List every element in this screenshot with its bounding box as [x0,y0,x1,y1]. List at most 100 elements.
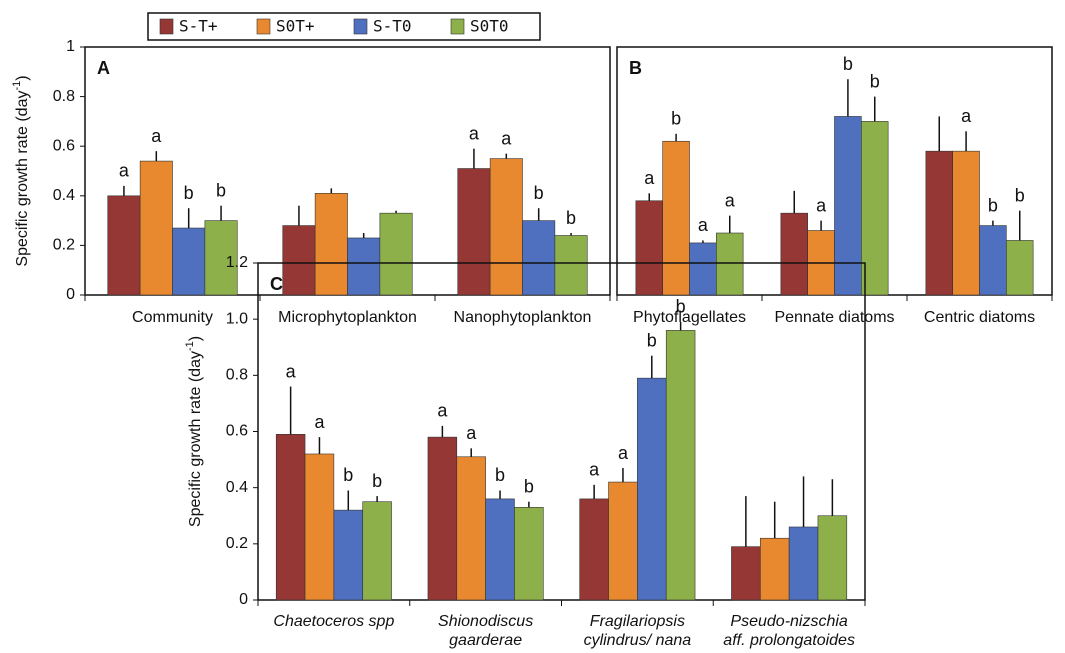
bar [333,509,364,601]
x-tick-label: Microphytoplankton [278,309,417,326]
y-axis-label-part: Specific growth rate (day [14,91,31,267]
x-tick-label: Community [132,309,213,326]
bar [347,237,381,296]
bar [817,515,848,601]
y-axis-label-part: ) [187,336,204,341]
significance-label: a [466,423,477,443]
y-tick-label: 0 [66,286,75,303]
y-tick-label: 0.2 [226,535,248,552]
x-tick-label: Pseudo-nizschia [730,613,848,630]
y-tick-label: 0.6 [226,423,248,440]
y-tick-label: 0.8 [226,367,248,384]
bar [139,160,173,296]
panel-label: C [270,274,283,294]
bar [304,453,335,601]
x-tick-label: Nanophytoplankton [454,309,592,326]
bar [1006,240,1034,296]
bar [282,225,316,296]
significance-label: a [437,401,448,421]
panel-label: B [629,58,642,78]
significance-label: b [495,465,505,485]
bar [457,168,491,296]
x-tick-label: Shionodiscus [438,613,533,630]
bar [834,116,862,296]
bar [456,456,486,601]
significance-label: a [618,443,629,463]
significance-label: a [961,106,972,126]
legend-label: S0T0 [470,17,509,36]
x-tick-label: Centric diatoms [924,309,1035,326]
significance-label: b [372,471,382,491]
significance-label: b [676,297,686,317]
bar [314,193,348,296]
y-tick-label: 0.4 [226,479,248,496]
significance-label: a [501,128,512,148]
bar [362,501,392,601]
significance-label: b [870,71,880,91]
bar [579,498,609,601]
legend-label: S0T+ [276,17,315,36]
x-tick-label: gaarderae [449,632,522,649]
x-tick-label: aff. prolongatoides [723,632,855,649]
significance-label: a [816,195,827,215]
y-axis-label: Specific growth rate (day-1) [11,75,31,266]
x-tick-label: Pennate diatoms [774,309,894,326]
bar [716,232,744,296]
bar [861,121,889,296]
x-tick-label: cylindrus/ nana [584,632,692,649]
significance-label: a [644,168,655,188]
bar [275,434,306,601]
y-tick-label: 0.4 [53,187,75,204]
significance-label: b [988,195,998,215]
significance-label: a [286,361,297,381]
legend-frame [147,12,541,41]
bar [759,537,790,601]
significance-label: b [534,183,544,203]
significance-label: b [647,330,657,350]
legend-label: S-T0 [373,17,412,36]
significance-label: a [119,161,130,181]
significance-label: b [524,476,534,496]
significance-label: b [216,180,226,200]
y-axis-label-part: ) [14,75,31,80]
bar [107,195,141,296]
significance-label: a [151,126,162,146]
bar [637,377,667,601]
bar [662,140,690,296]
legend-swatch [450,18,465,35]
significance-label: a [698,215,709,235]
legend-swatch [353,18,368,35]
y-tick-label: 0.6 [53,137,75,154]
legend-swatch [159,18,174,35]
bar [952,150,980,296]
significance-label: b [343,465,353,485]
y-tick-label: 0.8 [53,88,75,105]
significance-label: b [1015,185,1025,205]
bar [689,242,717,296]
y-tick-label: 0.2 [53,237,75,254]
bar [608,481,638,601]
bar [522,220,556,296]
significance-label: a [725,190,736,210]
bar [731,546,761,601]
panel-label: A [97,58,110,78]
bar [665,330,696,601]
bar [427,436,458,601]
bar [204,220,238,296]
bar [485,498,515,601]
bar [788,526,819,601]
significance-label: b [184,183,194,203]
y-axis-label-part: -1 [184,341,196,351]
bar [172,227,206,296]
y-tick-label: 0 [239,591,248,608]
y-tick-label: 1.0 [226,310,248,327]
significance-label: a [589,460,600,480]
legend-swatch [256,18,271,35]
significance-label: b [843,54,853,74]
bar [635,200,663,296]
legend-label: S-T+ [179,17,218,36]
bar [554,235,588,296]
y-axis-label: Specific growth rate (day-1) [184,336,204,527]
significance-label: b [671,109,681,129]
